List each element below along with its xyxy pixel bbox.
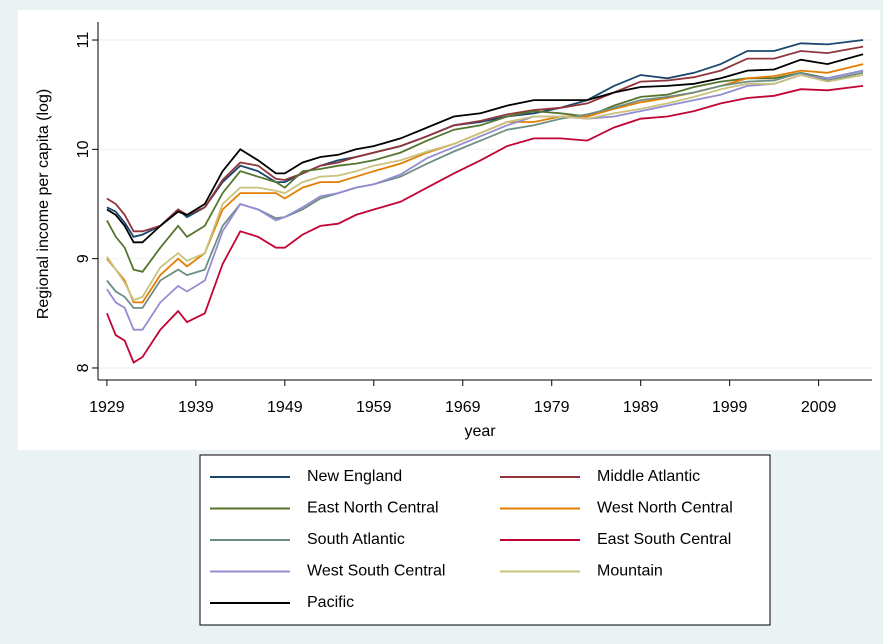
x-tick-label: 1969: [445, 399, 481, 416]
legend-label: Middle Atlantic: [597, 468, 700, 485]
series-line: [106, 53, 864, 244]
x-tick-label: 1979: [534, 399, 570, 416]
series-line: [106, 74, 864, 302]
legend-label: East South Central: [597, 531, 731, 548]
legend-label: West South Central: [307, 563, 445, 580]
legend-label: New England: [307, 468, 402, 485]
x-tick-label: 1989: [623, 399, 659, 416]
series-line: [106, 45, 864, 233]
y-axis-label: Regional income per capita (log): [35, 89, 52, 319]
legend-label: East North Central: [307, 500, 439, 517]
y-tick-label: 11: [75, 32, 92, 49]
series-line: [106, 85, 864, 364]
x-tick-label: 1929: [89, 399, 125, 416]
x-tick-label: 1949: [267, 399, 303, 416]
legend-label: South Atlantic: [307, 531, 405, 548]
y-tick-label: 9: [75, 254, 92, 263]
y-tick-label: 8: [75, 363, 92, 372]
legend-box: [199, 454, 771, 626]
y-tick-label: 10: [75, 140, 92, 158]
series-line: [106, 69, 864, 331]
x-tick-label: 2009: [801, 399, 837, 416]
x-tick-label: 1959: [356, 399, 392, 416]
x-tick-label: 1939: [178, 399, 214, 416]
x-axis-label: year: [464, 423, 496, 440]
x-tick-label: 1999: [712, 399, 748, 416]
series-line: [106, 69, 864, 273]
legend-label: West North Central: [597, 500, 733, 517]
legend-label: Mountain: [597, 563, 663, 580]
legend-label: Pacific: [307, 594, 354, 611]
